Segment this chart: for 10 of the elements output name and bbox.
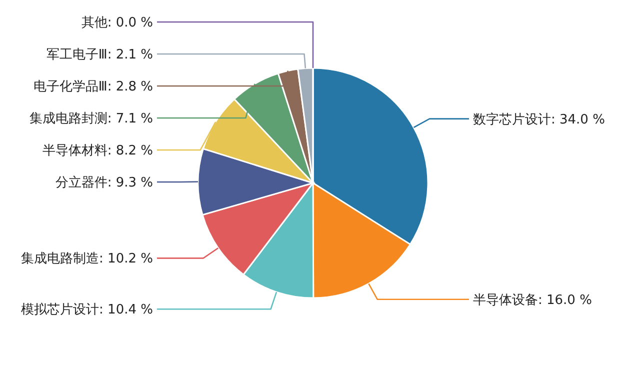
slice-label: 分立器件: 9.3 % xyxy=(55,174,153,190)
slice-label: 集成电路制造: 10.2 % xyxy=(21,252,153,267)
category-label: 其他: 0.0 % xyxy=(81,16,153,30)
slice-label: 军工电子Ⅲ: 2.1 % xyxy=(46,48,153,62)
slice-label: 集成电路封测: 7.1 % xyxy=(29,112,153,126)
slice-label: 半导体材料: 8.2 % xyxy=(42,144,153,158)
slice-label: 模拟芯片设计: 10.4 % xyxy=(21,302,153,318)
slice-label: 半导体设备: 16.0 % xyxy=(473,292,592,308)
slice-label: 电子化学品Ⅲ: 2.8 % xyxy=(33,80,153,94)
slice-label: 数字芯片设计: 34.0 % xyxy=(473,111,605,128)
